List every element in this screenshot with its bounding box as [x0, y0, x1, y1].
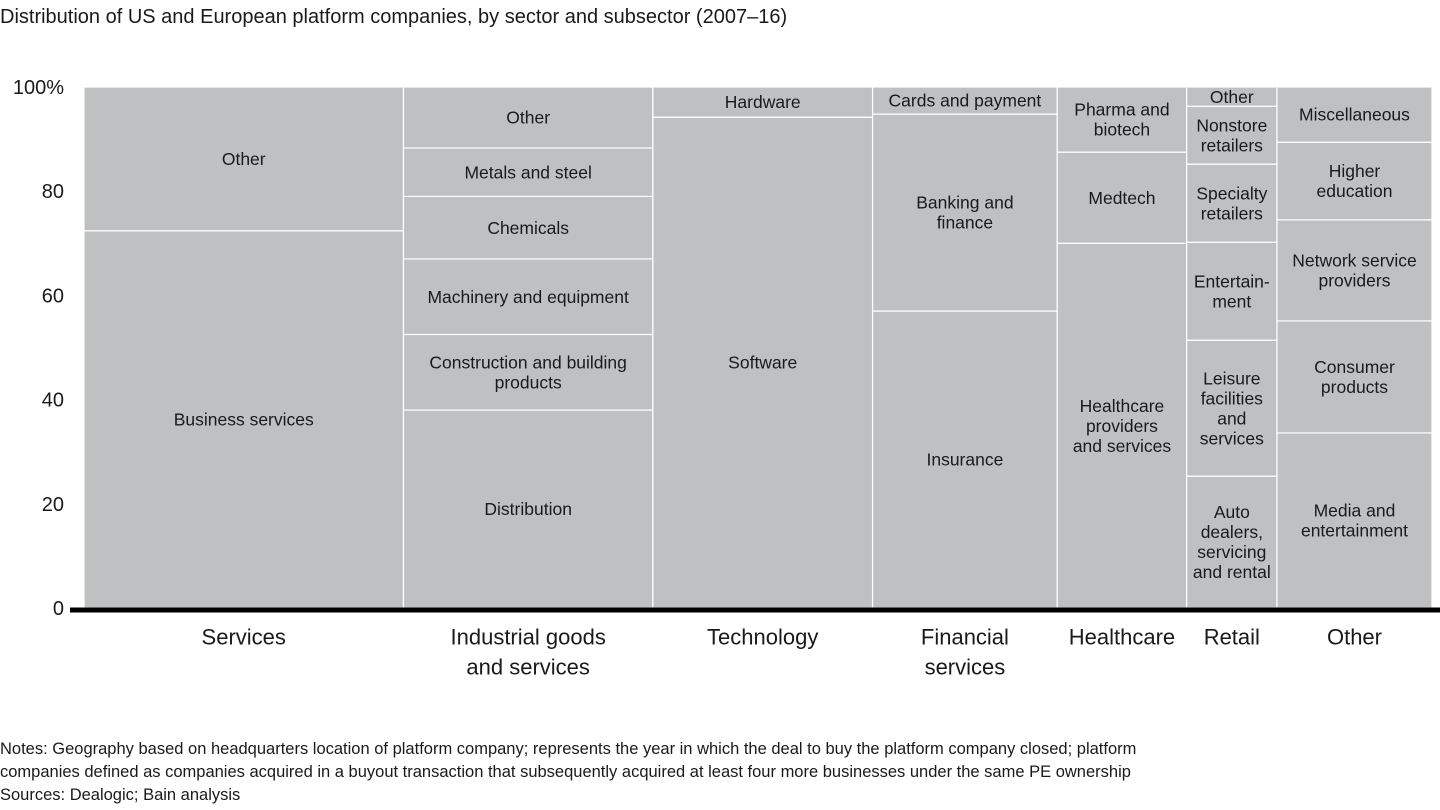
- segment-label: Network service providers: [1292, 251, 1416, 291]
- segment-label: Medtech: [1088, 188, 1155, 208]
- segment-label: Higher education: [1317, 161, 1393, 201]
- segment-4-1: [1056, 151, 1188, 244]
- segment-label: Business services: [174, 410, 314, 430]
- chart-title: Distribution of US and European platform…: [0, 6, 788, 28]
- segment-1-4: [402, 147, 654, 198]
- y-tick-label: 0: [53, 598, 64, 620]
- segment-3-2: [871, 86, 1058, 115]
- category-label: Industrial goods and services: [451, 625, 606, 680]
- category-label: Financial services: [921, 625, 1009, 680]
- y-tick-label: 100%: [13, 77, 64, 99]
- segment-label: Chemicals: [487, 218, 569, 238]
- segment-label: Miscellaneous: [1299, 105, 1410, 125]
- segment-label: Metals and steel: [464, 162, 591, 182]
- segment-label: Entertain-ment: [1194, 271, 1270, 311]
- marimekko-chart: Business services Other Services Distributi…: [13, 77, 1440, 680]
- segment-label: Media and entertainment: [1301, 501, 1408, 541]
- segment-label: Software: [728, 353, 797, 373]
- segment-0-1: [83, 86, 405, 232]
- category-label: Healthcare: [1069, 625, 1175, 650]
- segment-2-0: [652, 116, 874, 609]
- segment-label: Construction and building products: [429, 352, 627, 392]
- segment-5-0: [1186, 475, 1278, 609]
- segment-label: Hardware: [725, 92, 801, 112]
- segment-label: Other: [222, 149, 266, 169]
- y-tick-label: 80: [42, 181, 64, 203]
- sources: Sources: Dealogic; Bain analysis: [0, 786, 241, 804]
- segment-label: Cards and payment: [889, 91, 1042, 111]
- segment-6-4: [1276, 86, 1433, 143]
- segment-3-1: [871, 113, 1058, 312]
- category-label: Other: [1327, 625, 1382, 650]
- notes-line-1: Notes: Geography based on headquarters l…: [0, 740, 1137, 758]
- segment-6-2: [1276, 219, 1433, 322]
- segment-label: Specialty retailers: [1196, 183, 1267, 223]
- category-label: Retail: [1204, 625, 1260, 650]
- segment-label: Insurance: [926, 450, 1003, 470]
- notes: Notes: Geography based on headquarters l…: [0, 738, 1136, 807]
- segment-5-1: [1186, 339, 1278, 477]
- y-tick-label: 40: [42, 390, 64, 412]
- segment-label: Auto dealers, servicing and rental: [1193, 502, 1271, 582]
- segment-label: Leisure facilities and services: [1200, 368, 1264, 448]
- category-label: Services: [202, 625, 286, 650]
- segment-6-1: [1276, 320, 1433, 434]
- segment-label: Healthcare providers and services: [1073, 396, 1171, 456]
- segment-label: Machinery and equipment: [427, 287, 629, 307]
- segment-label: Banking and finance: [916, 193, 1013, 233]
- segment-6-3: [1276, 141, 1433, 221]
- category-label: Technology: [707, 625, 818, 650]
- segment-label: Consumer products: [1314, 357, 1395, 397]
- segment-label: Pharma and biotech: [1074, 100, 1169, 140]
- segment-label: Other: [506, 108, 550, 128]
- y-tick-label: 20: [42, 494, 64, 516]
- segment-5-2: [1186, 241, 1278, 341]
- segment-label: Nonstore retailers: [1196, 115, 1267, 155]
- segment-3-0: [871, 310, 1058, 609]
- y-tick-label: 60: [42, 285, 64, 307]
- segment-label: Distribution: [484, 499, 572, 519]
- notes-line-2: companies defined as companies acquired …: [0, 763, 1131, 781]
- segment-5-3: [1186, 163, 1278, 243]
- segment-label: Other: [1210, 87, 1254, 107]
